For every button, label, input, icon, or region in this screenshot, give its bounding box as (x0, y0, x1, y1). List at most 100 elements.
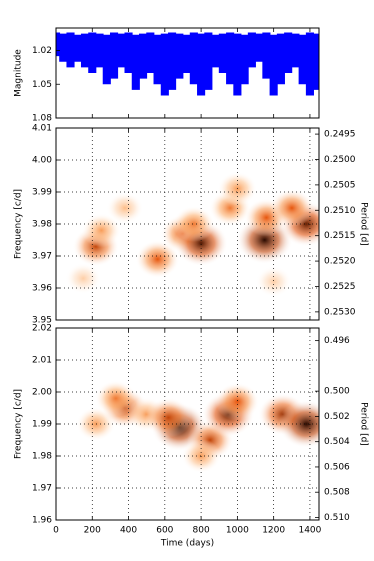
magnitude-band (197, 33, 206, 96)
magnitude-band (298, 34, 307, 85)
y-tick-label: 1.96 (32, 516, 52, 526)
axes-frame (55, 127, 320, 321)
magnitude-band (66, 32, 75, 68)
plot-area (76, 380, 319, 473)
magnitude-band (313, 33, 319, 90)
magnitude-band (59, 33, 68, 62)
y-tick-label: 1.02 (32, 46, 52, 56)
x-tick-label: 600 (156, 526, 173, 536)
y2-tick-label: 0.2510 (324, 206, 356, 216)
power-blob (278, 400, 319, 448)
magnitude-band (117, 33, 126, 68)
y-tick-label: 3.97 (32, 252, 52, 262)
magnitude-band (255, 33, 264, 62)
y2-tick-label: 0.2500 (324, 155, 356, 165)
magnitude-band (262, 32, 271, 79)
magnitude-band (233, 33, 242, 96)
y2-tick-label: 0.510 (324, 513, 350, 523)
y2-tick-label: 0.2505 (324, 180, 356, 190)
magnitude-band (204, 32, 213, 90)
power-blob (269, 189, 314, 227)
magnitude-band (175, 33, 184, 79)
magnitude-band (102, 34, 111, 85)
x-tick-label: 1200 (262, 526, 285, 536)
power-blob (135, 240, 180, 279)
x-tick-label: 0 (53, 526, 59, 536)
y-tick-label: 1.05 (32, 80, 52, 90)
magnitude-band (211, 34, 220, 68)
magnitude-band (131, 34, 140, 90)
magnitude-band (305, 32, 314, 96)
magnitude-band (240, 34, 249, 85)
power-blob (145, 397, 192, 438)
magnitude-band (139, 33, 148, 79)
y-tick-label: 1.99 (32, 420, 52, 430)
plot-area (56, 32, 319, 96)
axes-frame (55, 327, 320, 521)
power-blob (65, 262, 102, 294)
y-tick-label: 2.00 (32, 388, 52, 398)
x-tick-label: 1000 (226, 526, 249, 536)
x-tick-label: 800 (193, 526, 210, 536)
magnitude-band (291, 33, 300, 68)
magnitude-band (182, 34, 191, 73)
magnitude-band (88, 32, 97, 73)
power-blob (95, 380, 137, 417)
power-blob (81, 213, 121, 248)
magnitude-band (73, 34, 82, 62)
magnitude-band (189, 32, 198, 85)
y-tick-label: 3.99 (32, 188, 52, 198)
magnitude-band (276, 33, 285, 85)
y-tick-label: 4.01 (32, 124, 52, 134)
magnitude-band (226, 32, 235, 85)
magnitude-band (95, 33, 104, 68)
y-tick-label: 3.95 (32, 316, 52, 326)
magnitude-band (284, 32, 293, 73)
y-tick-label: 3.96 (32, 284, 52, 294)
y2-axis-label: Period [d] (359, 202, 369, 246)
y-axis-label: Frequency [c/d] (14, 189, 24, 259)
y-tick-label: 2.01 (32, 356, 52, 366)
y2-tick-label: 0.2525 (324, 282, 356, 292)
x-tick-label: 1400 (298, 526, 321, 536)
magnitude-band (80, 33, 90, 68)
y2-axis-label: Period [d] (359, 402, 369, 446)
x-axis-label: Time (days) (160, 539, 214, 549)
y2-tick-label: 0.504 (324, 437, 350, 447)
magnitude-band (247, 32, 256, 68)
power-blob (173, 206, 215, 242)
y-axis-label: Magnitude (14, 49, 24, 97)
magnitude-band (146, 32, 155, 73)
magnitude-band (56, 32, 61, 57)
y-tick-label: 1.97 (32, 484, 52, 494)
y2-tick-label: 0.2515 (324, 231, 356, 241)
y2-tick-label: 0.502 (324, 412, 350, 422)
magnitude-band (160, 33, 169, 96)
y2-tick-label: 0.500 (324, 387, 350, 397)
x-tick-label: 400 (120, 526, 137, 536)
y-tick-label: 1.08 (32, 114, 52, 124)
y-tick-label: 1.98 (32, 452, 52, 462)
plot-area (65, 171, 319, 298)
y-axis-label: Frequency [c/d] (14, 389, 24, 459)
power-blob (255, 266, 292, 298)
y2-tick-label: 0.508 (324, 488, 350, 498)
y-tick-label: 3.98 (32, 220, 52, 230)
y2-tick-label: 0.2530 (324, 307, 356, 317)
magnitude-band (153, 34, 162, 85)
y2-tick-label: 0.2520 (324, 257, 356, 267)
magnitude-band (218, 33, 227, 73)
y2-tick-label: 0.2495 (324, 130, 356, 140)
magnitude-band (124, 32, 133, 73)
magnitude-band (269, 34, 278, 96)
magnitude-band (168, 32, 177, 90)
y2-tick-label: 0.506 (324, 462, 350, 472)
x-tick-label: 200 (84, 526, 101, 536)
power-blob (106, 192, 144, 224)
magnitude-band (109, 32, 119, 79)
y-tick-label: 4.00 (32, 156, 52, 166)
y-tick-label: 2.02 (32, 324, 52, 334)
axes-frame (55, 27, 320, 119)
y2-tick-label: 0.496 (324, 336, 350, 346)
